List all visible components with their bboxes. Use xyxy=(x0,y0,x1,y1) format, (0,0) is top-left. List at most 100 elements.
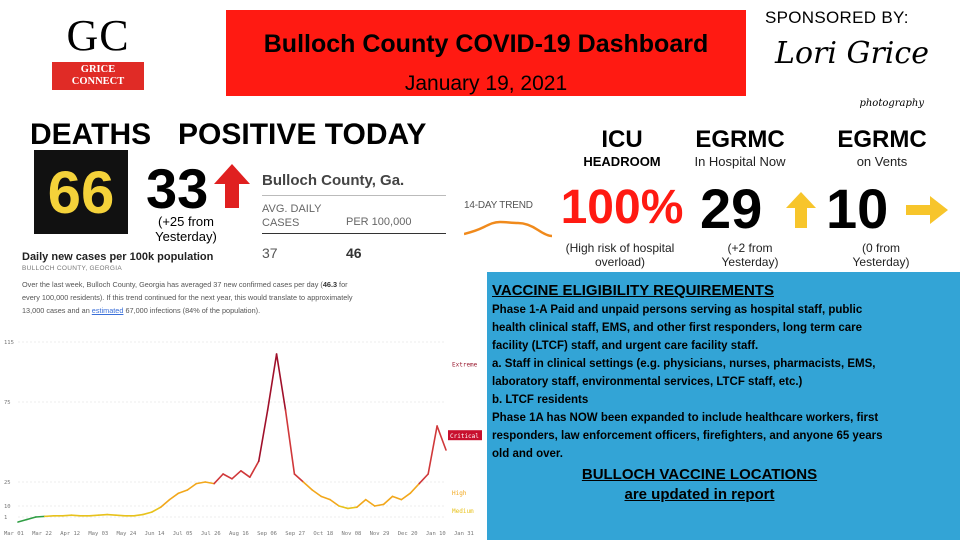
series-segment xyxy=(373,503,385,507)
series-segment xyxy=(329,498,340,507)
egrmc-hospital-subtitle: In Hospital Now xyxy=(694,154,786,169)
y-tick-label: 1 xyxy=(4,515,7,521)
report-date: January 19, 2021 xyxy=(404,72,568,95)
vaccine-heading: VACCINE ELIGIBILITY REQUIREMENTS xyxy=(492,282,774,299)
trend-label: 14-DAY TREND xyxy=(464,200,533,211)
description-per-100k: 46.3 xyxy=(322,280,338,289)
series-segment xyxy=(186,482,198,491)
series-segment xyxy=(257,409,269,462)
x-tick-label: Nov 08 xyxy=(342,531,362,537)
x-tick-label: Jan 10 xyxy=(426,531,446,537)
series-segment xyxy=(302,481,314,491)
egrmc-hospital-title: EGRMC xyxy=(695,126,785,153)
daily-cases-title: Daily new cases per 100k population xyxy=(22,251,214,263)
arrow-right-yellow-icon xyxy=(906,196,948,224)
series-segment xyxy=(320,495,331,501)
deaths-box: 66 xyxy=(34,150,128,234)
x-tick-label: Apr 12 xyxy=(60,531,80,537)
description-part-a: Over the last week, Bulloch County, Geor… xyxy=(22,280,323,289)
county-table-title: Bulloch County, Ga. xyxy=(262,172,405,189)
logo-initials: GC xyxy=(66,11,130,60)
positive-today-note: (+25 from Yesterday) xyxy=(155,214,217,244)
sponsor-label: SPONSORED BY: xyxy=(765,8,909,27)
vaccine-line: b. LTCF residents xyxy=(492,394,589,406)
vaccine-locations-note: are updated in report xyxy=(624,486,775,503)
avg-daily-cases-header: AVG. DAILY CASES xyxy=(262,202,322,230)
x-tick-label: Jun 14 xyxy=(145,531,166,537)
series-segment xyxy=(266,353,278,411)
avg-daily-cases-header-line-2: CASES xyxy=(262,217,300,229)
deaths-value: 66 xyxy=(47,158,115,226)
deaths-label: DEATHS xyxy=(30,118,152,151)
vaccine-line: a. Staff in clinical settings (e.g. phys… xyxy=(492,358,876,370)
x-tick-label: May 24 xyxy=(117,531,138,537)
arrow-up-yellow-icon xyxy=(786,192,816,228)
x-tick-label: Jul 05 xyxy=(173,531,193,537)
series-segment xyxy=(364,498,376,507)
series-segment xyxy=(43,514,55,518)
series-segment xyxy=(35,515,46,518)
egrmc-hospital-value: 29 xyxy=(700,177,763,240)
series-segment xyxy=(391,495,403,501)
y-tick-label: 75 xyxy=(4,400,11,406)
sponsor-name: Lori Grice xyxy=(775,36,929,71)
series-segment xyxy=(159,498,171,509)
series-segment xyxy=(409,482,421,494)
icu-subtitle: HEADROOM xyxy=(583,154,661,169)
logo-line-1: GRICE xyxy=(80,64,116,75)
divider xyxy=(262,233,446,234)
series-segment xyxy=(106,513,117,516)
x-tick-label: Sep 27 xyxy=(285,531,305,537)
series-segment xyxy=(177,489,189,494)
series-segment xyxy=(26,516,37,521)
series-segment xyxy=(347,506,358,510)
avg-daily-cases-value: 37 xyxy=(262,245,278,261)
series-segment xyxy=(133,513,144,517)
zone-label: Medium xyxy=(452,508,474,515)
series-segment xyxy=(293,473,305,483)
series-segment xyxy=(356,498,367,509)
positive-today-value: 33 xyxy=(146,157,209,220)
y-tick-label: 115 xyxy=(4,340,14,346)
icu-note: (High risk of hospital overload) xyxy=(565,241,675,269)
series-segment xyxy=(195,481,207,485)
logo-line-2: CONNECT xyxy=(71,76,125,87)
critical-zone-badge xyxy=(448,430,482,441)
series-segment xyxy=(400,492,412,501)
zone-label: Critical xyxy=(450,433,479,440)
daily-cases-chart: 1 10 25 75 115 Mar 01 Mar 22 Apr 12 May 03 May 24… xyxy=(4,340,482,537)
series-segment xyxy=(231,470,242,480)
series-segment xyxy=(240,470,251,478)
positive-today-label: POSITIVE TODAY xyxy=(178,118,427,151)
logo-band: GRICE CONNECT xyxy=(52,62,144,90)
series-segment xyxy=(204,481,215,485)
series-segment xyxy=(436,425,447,451)
per-100k-header: PER 100,000 xyxy=(346,216,412,228)
y-tick-label: 25 xyxy=(4,480,11,486)
egrmc-hospital-note: (+2 from Yesterday) xyxy=(721,241,779,269)
series-segment xyxy=(70,514,82,517)
series-segment xyxy=(338,505,349,510)
x-tick-label: Nov 29 xyxy=(370,531,390,537)
series-segment xyxy=(150,506,162,513)
series-segment xyxy=(222,473,233,480)
per-100k-value: 46 xyxy=(346,245,362,261)
icu-value: 100% xyxy=(560,181,684,234)
vaccine-line: laboratory staff, environmental services… xyxy=(492,376,803,388)
vaccine-line: old and over. xyxy=(492,448,563,460)
grice-connect-logo: GC GRICE CONNECT xyxy=(52,14,144,106)
icu-title: ICU xyxy=(601,126,643,153)
title-banner: Bulloch County COVID-19 Dashboard Januar… xyxy=(226,10,746,96)
estimated-link[interactable]: estimated xyxy=(91,306,124,315)
vaccine-panel: VACCINE ELIGIBILITY REQUIREMENTS Phase 1… xyxy=(487,272,960,540)
page-title: Bulloch County COVID-19 Dashboard xyxy=(263,30,709,58)
series-segment xyxy=(17,518,28,523)
avg-daily-cases-header-line-1: AVG. DAILY xyxy=(262,203,322,215)
arrow-up-red-icon xyxy=(214,164,250,208)
daily-cases-description: Over the last week, Bulloch County, Geor… xyxy=(22,278,362,317)
zone-label: High xyxy=(452,490,467,497)
series-segment xyxy=(418,473,429,485)
daily-cases-subtitle: BULLOCH COUNTY, GEORGIA xyxy=(22,265,122,272)
x-tick-label: Aug 16 xyxy=(229,531,249,537)
series-segment xyxy=(275,353,287,411)
